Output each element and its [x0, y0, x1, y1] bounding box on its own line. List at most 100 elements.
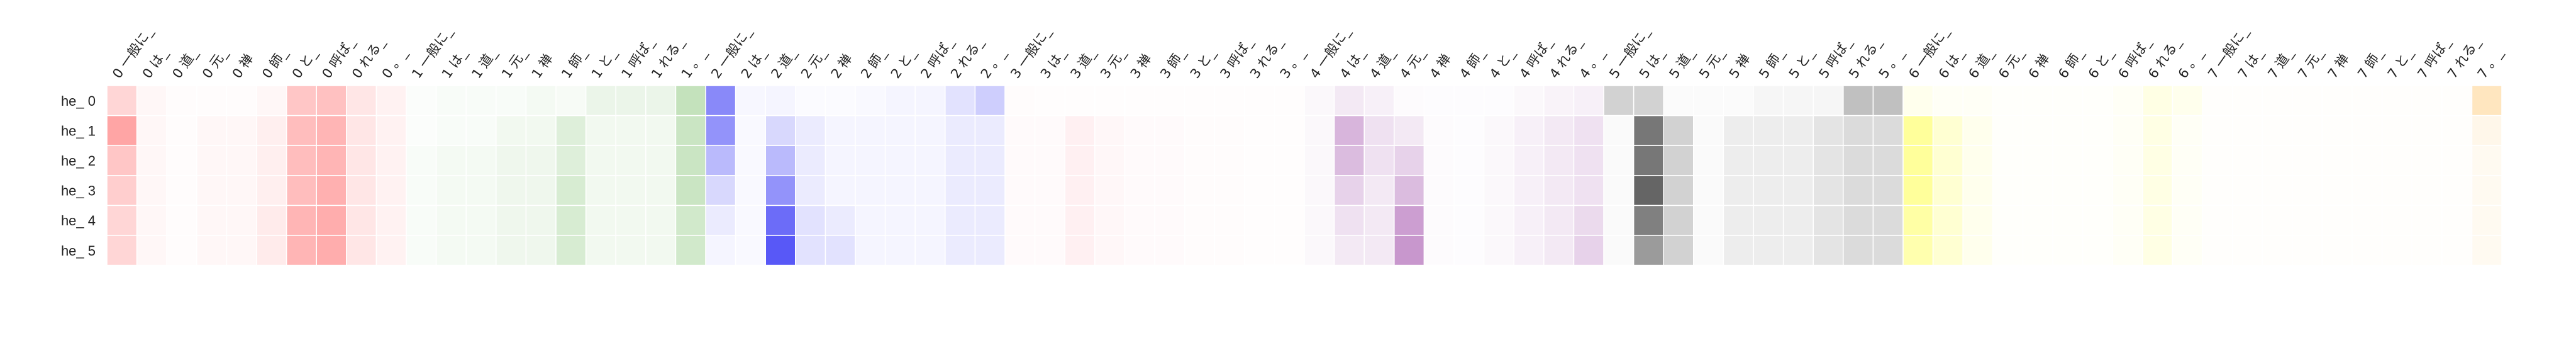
- heatmap-cell: [1454, 176, 1484, 205]
- heatmap-cell: [1005, 116, 1035, 145]
- heatmap-cell: [1843, 176, 1873, 205]
- heatmap-cell: [2292, 235, 2322, 265]
- heatmap-cell: [2323, 176, 2352, 205]
- heatmap-cell: [2023, 86, 2053, 115]
- heatmap-cell: [2113, 235, 2142, 265]
- heatmap-cell: [1215, 176, 1244, 205]
- heatmap-cell: [1454, 146, 1484, 175]
- heatmap-cell: [2173, 235, 2202, 265]
- column-label: 5 は_: [1636, 45, 1668, 81]
- heatmap-cell: [526, 206, 556, 235]
- heatmap-cell: [2292, 86, 2322, 115]
- heatmap-cell: [1335, 206, 1364, 235]
- heatmap-cell: [616, 86, 645, 115]
- heatmap-cell: [1963, 116, 1992, 145]
- heatmap-cell: [1454, 116, 1484, 145]
- column-label: 2 道_: [768, 45, 799, 81]
- column-label: 1 禅: [529, 51, 556, 81]
- heatmap-cell: [2352, 146, 2382, 175]
- heatmap-cell: [586, 176, 616, 205]
- heatmap-cell: [526, 116, 556, 145]
- heatmap-cell: [826, 235, 855, 265]
- heatmap-cell: [526, 146, 556, 175]
- heatmap-cell: [496, 235, 526, 265]
- heatmap-cell: [1874, 146, 1903, 175]
- heatmap-cell: [2292, 176, 2322, 205]
- heatmap-cell: [1065, 116, 1094, 145]
- heatmap-cell: [2323, 206, 2352, 235]
- heatmap-cell: [167, 235, 196, 265]
- heatmap-cell: [2382, 235, 2412, 265]
- heatmap-cell: [2083, 146, 2112, 175]
- heatmap-cell: [1694, 146, 1723, 175]
- heatmap-cell: [2202, 235, 2232, 265]
- heatmap-cell: [1065, 146, 1094, 175]
- heatmap-cell: [496, 146, 526, 175]
- heatmap-cell: [556, 86, 586, 115]
- heatmap-cell: [1095, 86, 1124, 115]
- heatmap-cell: [287, 146, 316, 175]
- heatmap-cell: [1903, 116, 1933, 145]
- heatmap-cell: [1454, 86, 1484, 115]
- heatmap-cell: [1634, 86, 1663, 115]
- heatmap-cell: [676, 235, 706, 265]
- heatmap-cell: [2442, 116, 2472, 145]
- heatmap-cell: [2202, 176, 2232, 205]
- heatmap-cell: [1365, 235, 1394, 265]
- heatmap-cell: [107, 176, 136, 205]
- column-label: 5 と_: [1786, 45, 1818, 81]
- heatmap-cell: [1694, 235, 1723, 265]
- heatmap-cell: [1574, 176, 1604, 205]
- heatmap-cell: [1065, 176, 1094, 205]
- heatmap-cell: [616, 146, 645, 175]
- heatmap-cell: [646, 86, 675, 115]
- heatmap-cell: [586, 116, 616, 145]
- heatmap-cell: [2113, 176, 2142, 205]
- heatmap-cell: [646, 176, 675, 205]
- column-label: 1 は_: [439, 45, 470, 81]
- heatmap-cell: [1903, 206, 1933, 235]
- heatmap-cell: [526, 235, 556, 265]
- heatmap-cell: [2442, 235, 2472, 265]
- column-label: 4 は_: [1337, 45, 1368, 81]
- heatmap-cell: [2382, 146, 2412, 175]
- heatmap-cell: [2382, 206, 2412, 235]
- heatmap-cell: [1963, 235, 1992, 265]
- heatmap-cell: [736, 116, 765, 145]
- heatmap-cell: [1933, 146, 1963, 175]
- heatmap-cell: [1245, 206, 1274, 235]
- heatmap-cell: [1304, 116, 1334, 145]
- heatmap-cell: [526, 86, 556, 115]
- heatmap-cell: [1394, 235, 1424, 265]
- heatmap-cell: [1005, 176, 1035, 205]
- heatmap-cell: [676, 116, 706, 145]
- heatmap-cell: [1874, 116, 1903, 145]
- heatmap-cell: [2352, 235, 2382, 265]
- heatmap-cell: [1155, 206, 1184, 235]
- heatmap-cell: [766, 206, 795, 235]
- heatmap-cell: [616, 235, 645, 265]
- heatmap-cell: [1394, 206, 1424, 235]
- heatmap-cell: [2053, 146, 2082, 175]
- heatmap-cell: [1664, 206, 1693, 235]
- heatmap-cell: [2113, 116, 2142, 145]
- heatmap-cell: [406, 206, 436, 235]
- heatmap-cell: [1155, 176, 1184, 205]
- column-label: 7 元_: [2295, 45, 2326, 81]
- heatmap-cell: [1724, 146, 1753, 175]
- heatmap-cell: [1604, 235, 1633, 265]
- heatmap-cell: [2472, 146, 2502, 175]
- heatmap-cell: [1484, 206, 1514, 235]
- heatmap-cell: [1185, 206, 1214, 235]
- heatmap-cell: [467, 235, 496, 265]
- heatmap-cell: [646, 146, 675, 175]
- heatmap-cell: [1963, 176, 1992, 205]
- heatmap-cell: [227, 206, 257, 235]
- heatmap-cell: [975, 206, 1005, 235]
- heatmap-cell: [257, 235, 286, 265]
- heatmap-cell: [736, 176, 765, 205]
- heatmap-cell: [975, 86, 1005, 115]
- heatmap-cell: [586, 235, 616, 265]
